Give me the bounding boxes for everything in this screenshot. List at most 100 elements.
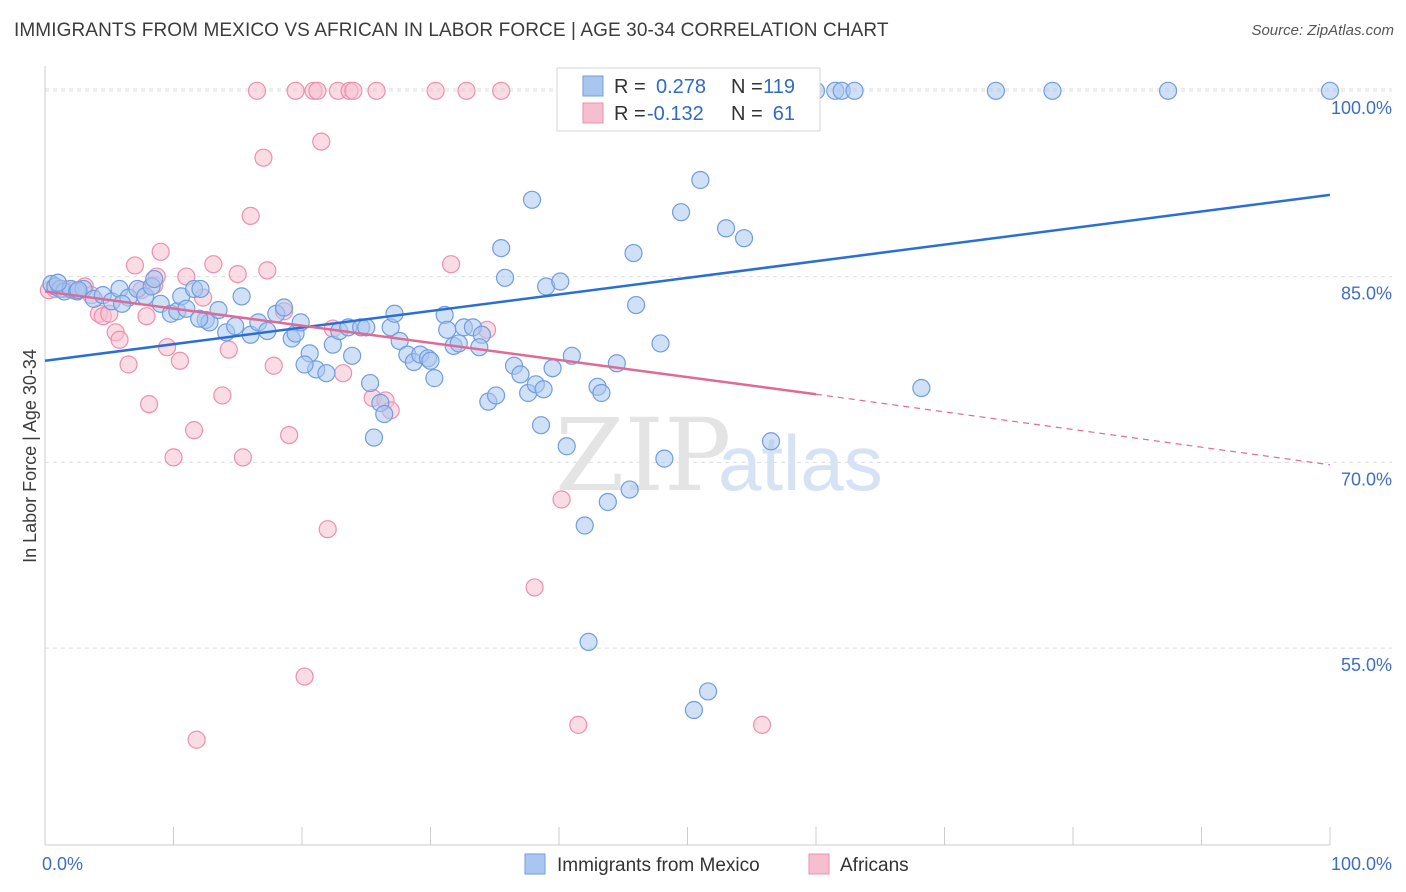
legend-swatch-pink <box>582 102 604 124</box>
africans-point-29 <box>228 264 247 284</box>
mexico-point-66 <box>492 238 511 258</box>
africans-point-41 <box>308 81 327 100</box>
mexico-point-102 <box>845 81 864 100</box>
mexico-point-48 <box>375 404 394 424</box>
africans-point-61 <box>752 715 772 734</box>
chart-source: Source: ZipAtlas.com <box>1251 22 1394 39</box>
africans-trend-extension <box>815 393 1331 466</box>
mexico-point-107 <box>1320 81 1340 100</box>
africans-point-28 <box>219 340 238 359</box>
mexico-point-114 <box>112 294 132 313</box>
africans-point-43 <box>318 520 337 539</box>
mexico-point-122 <box>48 273 67 292</box>
mexico-point-87 <box>626 295 646 315</box>
mexico-point-90 <box>655 449 674 468</box>
mexico-point-27 <box>226 317 245 336</box>
mexico-point-82 <box>592 383 611 403</box>
africans-point-42 <box>312 132 331 151</box>
africans-point-55 <box>457 81 476 100</box>
mexico-point-45 <box>361 373 380 393</box>
mexico-point-79 <box>575 516 594 535</box>
africans-point-33 <box>254 148 273 167</box>
africans-point-57 <box>492 81 511 100</box>
legend-n-label-2: N = <box>731 103 763 125</box>
y-tick-labels: 55.0% 70.0% 85.0% 100.0% <box>1331 98 1392 675</box>
x-tick-left: 0.0% <box>42 854 83 874</box>
legend-n-value-2: 61 <box>773 103 795 125</box>
africans-point-26 <box>204 255 223 274</box>
watermark: ZIP atlas <box>555 397 883 514</box>
mexico-point-85 <box>620 480 639 499</box>
chart-title: IMMIGRANTS FROM MEXICO VS AFRICAN IN LAB… <box>14 20 889 41</box>
x-tick-right: 100.0% <box>1331 854 1392 874</box>
africans-point-21 <box>170 351 190 370</box>
mexico-point-69 <box>511 365 530 384</box>
mexico-point-104 <box>986 81 1006 100</box>
mexico-point-46 <box>364 428 384 447</box>
bottom-legend-label-mexico: Immigrants from Mexico <box>557 855 760 876</box>
mexico-point-119 <box>421 351 440 370</box>
mexico-point-120 <box>534 380 553 399</box>
mexico-trend-line <box>44 193 1331 363</box>
axes <box>44 66 1331 846</box>
mexico-point-117 <box>470 338 489 357</box>
africans-point-32 <box>247 81 267 100</box>
africans-point-12 <box>125 256 145 275</box>
watermark-zip: ZIP <box>555 397 731 514</box>
mexico-point-60 <box>449 334 468 353</box>
africans-point-53 <box>426 81 445 100</box>
mexico-point-97 <box>734 229 754 248</box>
africans-point-23 <box>184 421 204 440</box>
africans-point-48 <box>344 81 363 100</box>
legend-swatch-blue <box>582 75 604 97</box>
africans-trend-line <box>44 290 817 396</box>
mexico-point-39 <box>317 364 336 383</box>
y-axis-label: In Labor Force | Age 30-34 <box>20 349 40 563</box>
legend-r-value-1: 0.278 <box>656 76 706 98</box>
mexico-point-33 <box>274 298 294 317</box>
correlation-legend: R = 0.278 N = 119 R = -0.132 N = 61 <box>556 67 821 132</box>
mexico-point-116 <box>295 355 314 374</box>
africans-point-59 <box>552 490 571 509</box>
africans-point-31 <box>241 206 260 225</box>
africans-point-15 <box>139 395 159 414</box>
y-tick-label-0: 55.0% <box>1341 655 1392 675</box>
trend-lines <box>44 193 1331 466</box>
watermark-atlas: atlas <box>718 419 883 507</box>
mexico-point-83 <box>598 492 617 512</box>
mexico-point-56 <box>425 369 444 388</box>
mexico-point-43 <box>343 346 362 365</box>
africans-point-39 <box>295 667 314 686</box>
mexico-point-65 <box>486 386 506 405</box>
africans-point-50 <box>367 81 386 100</box>
mexico-point-106 <box>1158 81 1178 100</box>
mexico-point-76 <box>551 272 570 291</box>
africans-point-34 <box>258 261 277 280</box>
africans-point-54 <box>441 255 461 274</box>
mexico-point-92 <box>684 700 704 720</box>
series-legend: Immigrants from Mexico Africans <box>524 853 909 876</box>
mexico-point-89 <box>651 334 670 353</box>
mexico-point-103 <box>912 378 931 398</box>
mexico-point-75 <box>543 359 562 378</box>
gridlines <box>45 88 1392 649</box>
y-tick-label-3: 100.0% <box>1331 98 1392 118</box>
africans-point-60 <box>569 715 588 734</box>
mexico-point-71 <box>522 190 542 209</box>
legend-r-label-2: R = <box>614 103 646 125</box>
mexico-point-94 <box>698 682 718 701</box>
africans-point-20 <box>164 448 183 467</box>
africans-point-18 <box>151 242 170 261</box>
africans-point-27 <box>213 386 232 405</box>
bottom-legend-swatch-pink <box>808 853 830 875</box>
bottom-legend-swatch-blue <box>524 853 546 875</box>
mexico-point-58 <box>438 320 457 339</box>
africans-point-58 <box>525 578 544 597</box>
africans-point-38 <box>286 81 305 100</box>
mexico-point-95 <box>716 219 736 238</box>
mexico-point-77 <box>557 437 576 456</box>
africans-point-37 <box>280 425 299 445</box>
africans-point-11 <box>119 355 138 374</box>
mexico-point-105 <box>1043 81 1062 100</box>
